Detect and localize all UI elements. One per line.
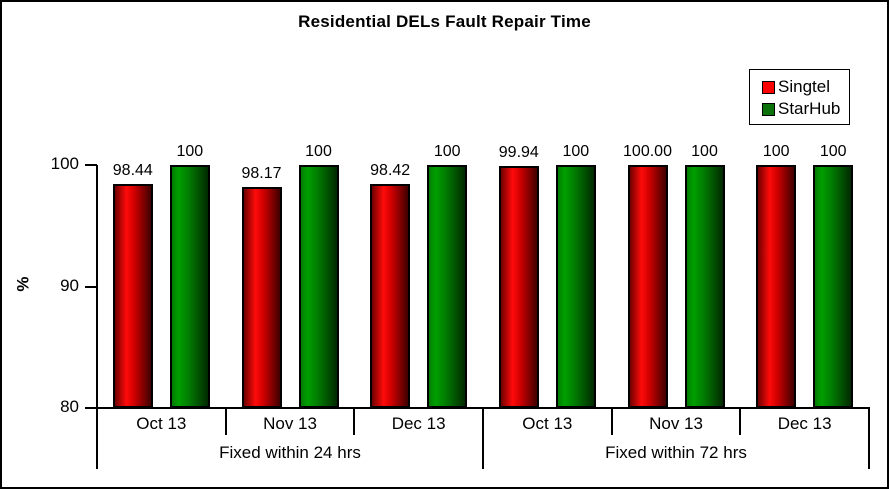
category-tick <box>224 408 227 435</box>
singtel-bar <box>627 165 668 408</box>
singtel-bar <box>241 187 282 408</box>
bar-value-label: 100 <box>176 143 204 160</box>
bar-value-label: 100 <box>562 143 590 160</box>
singtel-bar <box>756 165 797 408</box>
group-tick <box>868 408 870 469</box>
starhub-bar <box>813 165 854 408</box>
bar-value-label: 100 <box>762 143 790 160</box>
singtel-bar <box>112 184 153 408</box>
starhub-bar <box>427 165 468 408</box>
y-tick <box>85 285 97 288</box>
bar-value-label: 100 <box>691 143 718 160</box>
bar-value-label: 100 <box>819 143 847 160</box>
y-tick <box>85 164 97 166</box>
starhub-bar <box>169 165 210 408</box>
bar-value-label: 98.42 <box>370 162 411 180</box>
bar-value-label: 99.94 <box>498 143 539 161</box>
category-tick <box>739 408 742 435</box>
category-label: Nov 13 <box>263 414 317 433</box>
legend-item-starhub: StarHub <box>762 98 849 120</box>
y-tick-label: 100 <box>50 154 79 173</box>
starhub-legend-swatch-icon <box>762 102 775 116</box>
starhub-bar <box>555 165 596 408</box>
legend-label: StarHub <box>778 99 841 118</box>
legend: Singtel StarHub <box>749 69 850 125</box>
category-label: Oct 13 <box>522 414 573 433</box>
singtel-bar <box>498 165 539 408</box>
bar-value-label: 100 <box>305 143 332 160</box>
legend-label: Singtel <box>778 77 830 96</box>
y-tick-label: 80 <box>60 397 79 416</box>
category-tick <box>353 408 356 435</box>
y-tick <box>85 407 97 409</box>
starhub-bar <box>298 165 339 408</box>
y-axis-line <box>96 165 98 469</box>
category-label: Dec 13 <box>391 414 446 433</box>
starhub-bar <box>684 165 725 408</box>
bar-value-label: 98.44 <box>112 162 153 179</box>
group-tick <box>482 408 484 469</box>
chart-title: Residential DELs Fault Repair Time <box>298 12 591 31</box>
category-tick <box>610 408 613 435</box>
group-label: Fixed within 24 hrs <box>219 443 361 462</box>
group-label: Fixed within 72 hrs <box>605 443 747 462</box>
singtel-bar <box>370 184 411 408</box>
bar-value-label: 100.00 <box>623 143 672 160</box>
legend-item-singtel: Singtel <box>762 76 849 98</box>
category-label: Oct 13 <box>136 414 187 433</box>
bar-value-label: 100 <box>433 143 461 160</box>
y-tick-label: 90 <box>60 275 79 295</box>
category-label: Dec 13 <box>777 414 832 433</box>
bar-value-label: 98.17 <box>241 165 282 183</box>
singtel-legend-swatch-icon <box>762 80 775 94</box>
category-label: Nov 13 <box>649 414 703 433</box>
